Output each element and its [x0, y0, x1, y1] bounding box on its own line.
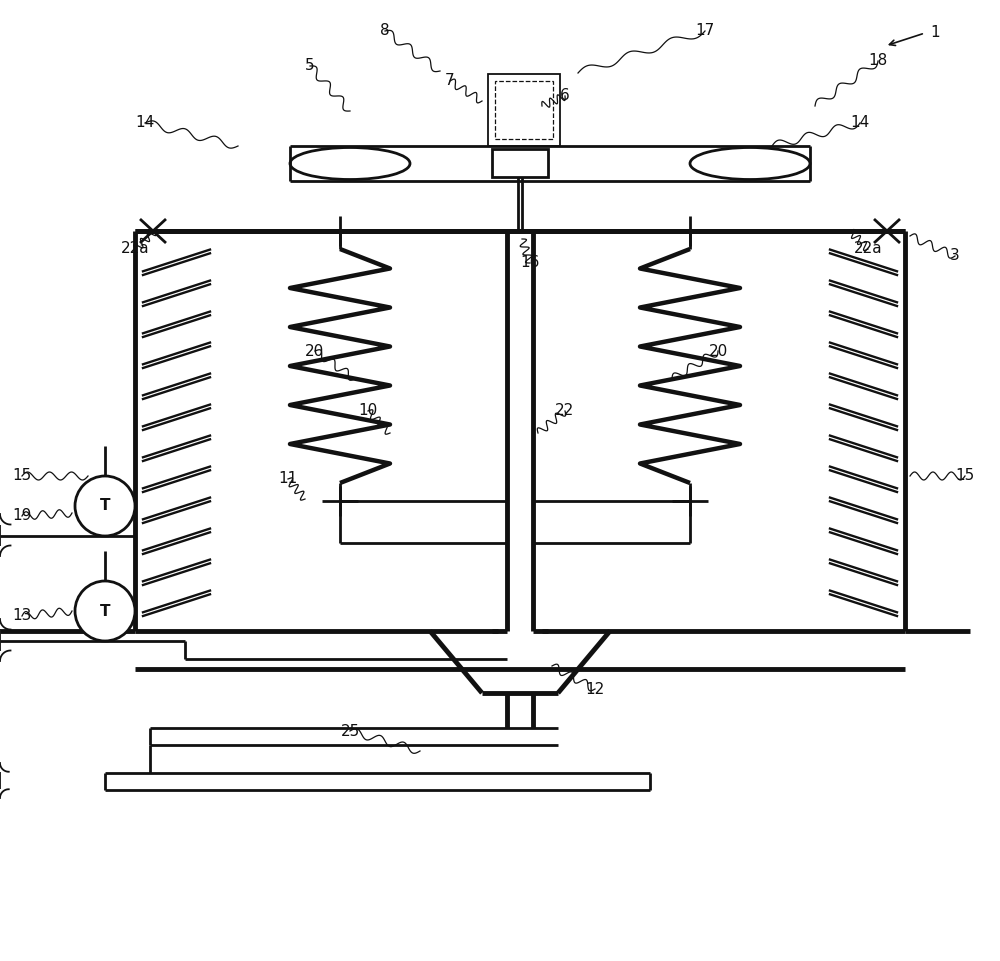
Text: 22a: 22a	[854, 241, 882, 257]
Text: 14: 14	[850, 115, 870, 131]
Text: 13: 13	[12, 608, 32, 624]
Bar	[492, 149, 548, 177]
Text: 11: 11	[278, 472, 298, 486]
Text: 14: 14	[135, 115, 155, 131]
Text: 22: 22	[555, 404, 575, 418]
Text: 10: 10	[358, 404, 378, 418]
Text: 17: 17	[695, 23, 715, 38]
Bar	[495, 81, 553, 139]
Circle shape	[75, 476, 135, 536]
Text: 15: 15	[12, 469, 32, 483]
Text: 22a: 22a	[121, 241, 149, 257]
Text: 19: 19	[12, 508, 32, 524]
Text: 3: 3	[950, 249, 960, 263]
Text: 5: 5	[305, 59, 315, 73]
Text: T: T	[100, 604, 110, 619]
Text: 8: 8	[380, 23, 390, 38]
Text: 18: 18	[868, 54, 888, 68]
Text: 6: 6	[560, 88, 570, 104]
Text: 16: 16	[520, 256, 540, 270]
Text: 20: 20	[305, 343, 325, 358]
Text: 20: 20	[708, 343, 728, 358]
Text: 15: 15	[955, 469, 975, 483]
Bar	[488, 74, 560, 146]
Text: 25: 25	[340, 724, 360, 738]
Text: 1: 1	[930, 26, 940, 40]
Text: T: T	[100, 499, 110, 513]
Text: 7: 7	[445, 73, 455, 88]
Circle shape	[75, 581, 135, 641]
Text: 12: 12	[585, 681, 605, 697]
